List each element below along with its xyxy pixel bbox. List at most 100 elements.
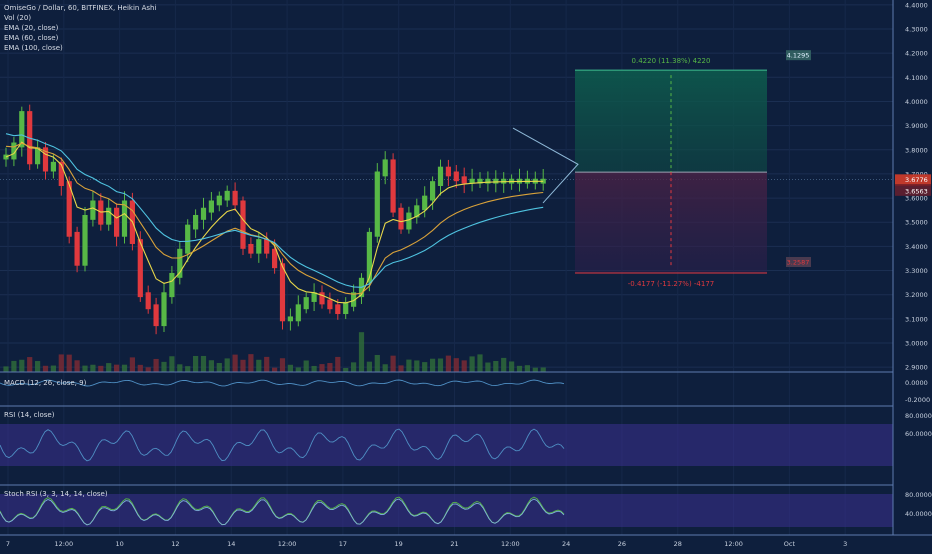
candle-body-18 [145,292,151,310]
candle-body-10 [82,214,88,266]
volume-bar-12 [98,365,104,372]
stoch-tick-0: 80.0000 [905,491,932,499]
volume-bar-26 [208,360,214,372]
price-axis-bg [893,0,932,550]
volume-bar-5 [42,365,49,372]
volume-bar-21 [169,356,175,372]
ema-lines[interactable] [5,133,544,304]
time-axis-bg [0,535,932,550]
time-tick-2: 10 [115,540,123,548]
candle-body-21 [169,272,175,298]
macd-tick-1: -0.2000 [905,396,930,404]
candle-body-34 [272,248,278,269]
volume-bar-65 [516,365,523,372]
volume-bar-58 [461,360,467,372]
volume-bar-59 [469,356,475,372]
volume-bar-50 [398,365,404,372]
candle-body-28 [224,190,230,201]
candles[interactable] [3,104,546,335]
candle-body-35 [279,263,286,322]
volume-bar-22 [177,364,183,372]
low-price-tag: 3.6563 [905,187,928,195]
target-tag-bg [786,50,811,61]
candle-body-38 [303,297,309,310]
low-price-tag-bg [895,185,931,196]
volume-bar-17 [137,364,143,372]
volume-bar-9 [74,360,80,372]
time-tick-3: 12 [171,540,179,548]
volume-bar-55 [437,358,444,372]
candle-body-56 [445,166,451,177]
time-tick-6: 17 [339,540,347,548]
candle-body-44 [351,292,357,307]
candle-body-48 [382,159,388,177]
rsi-tick-2: 40.0000 [905,0,932,2]
time-tick-10: 24 [562,540,570,548]
candle-body-61 [485,178,491,184]
rsi-label[interactable]: RSI (14, close) [4,411,55,419]
candle-body-4 [35,147,41,165]
ema-line-0 [5,141,544,304]
candle-body-37 [295,304,301,322]
target-tag: 4.1295 [787,52,810,60]
volume-bar-66 [524,365,530,372]
indicator-ema60[interactable]: EMA (60, close) [4,34,59,42]
time-tick-11: 26 [618,540,626,548]
time-tick-9: 12:00 [501,540,520,548]
candle-body-58 [461,176,467,184]
price-tick-13: 3.1000 [905,315,928,323]
price-axis[interactable]: 4.4000 4.3000 4.2000 4.1000 4.0000 3.9000 3.80… [892,0,932,550]
price-tick-15: 2.9000 [905,364,928,372]
volume-bar-61 [485,362,491,372]
stoch-rsi-label[interactable]: Stoch RSI (3, 3, 14, 14, close) [4,490,108,498]
candle-body-55 [437,166,444,186]
volume-bar-8 [66,354,72,372]
indicator-ema20[interactable]: EMA (20, close) [4,24,59,32]
candle-body-15 [121,200,128,237]
indicator-vol[interactable]: Vol (20) [4,14,32,22]
volume-bar-25 [200,355,207,372]
symbol-title[interactable]: OmiseGo / Dollar, 60, BITFINEX, Heikin A… [4,4,157,12]
current-price-tag: 3.6776 [905,176,928,184]
volume-bar-35 [279,358,286,372]
candle-body-42 [335,304,341,315]
volume-bar-29 [232,354,238,372]
candle-body-20 [161,292,167,327]
volume-bar-28 [224,358,230,372]
volume-bar-7 [58,354,64,372]
indicator-ema100[interactable]: EMA (100, close) [4,44,63,52]
position-zones[interactable]: 0.4220 (11.38%) 4220 -0.4177 (-11.27%) -4… [575,57,767,288]
volume-bar-16 [129,357,135,372]
candle-body-41 [327,299,333,310]
rsi-tick-0: 80.0000 [905,412,932,420]
candle-body-39 [311,292,317,302]
volume-bar-1 [11,360,17,372]
price-tick-1: 4.3000 [905,25,928,33]
price-tick-11: 3.3000 [905,267,928,275]
time-axis[interactable]: 7 12:00 10 12 14 12:00 17 19 21 12:00 24 26 28 12:00 O… [0,534,932,550]
volume-bars [3,332,546,372]
candle-body-49 [390,159,396,213]
volume-bar-24 [193,355,199,372]
time-tick-1: 12:00 [54,540,73,548]
time-tick-8: 21 [450,540,458,548]
candle-body-43 [343,301,349,315]
candle-body-36 [287,316,293,322]
indicator-panes[interactable] [0,371,932,527]
price-tick-8: 3.6000 [905,195,928,203]
volume-bar-37 [295,367,301,372]
candle-body-8 [66,181,72,237]
macd-label[interactable]: MACD (12, 26, close, 9) [4,379,87,387]
candle-body-17 [137,239,143,298]
volume-bar-44 [351,362,357,372]
price-tick-0: 4.4000 [905,1,928,9]
profit-zone [575,70,767,173]
volume-bar-36 [287,364,293,372]
macd-tick-0: 0.0000 [905,379,928,387]
volume-bar-34 [272,367,278,372]
price-tick-14: 3.0000 [905,340,928,348]
volume-bar-2 [19,359,25,372]
triangle-drawing[interactable] [512,127,579,204]
